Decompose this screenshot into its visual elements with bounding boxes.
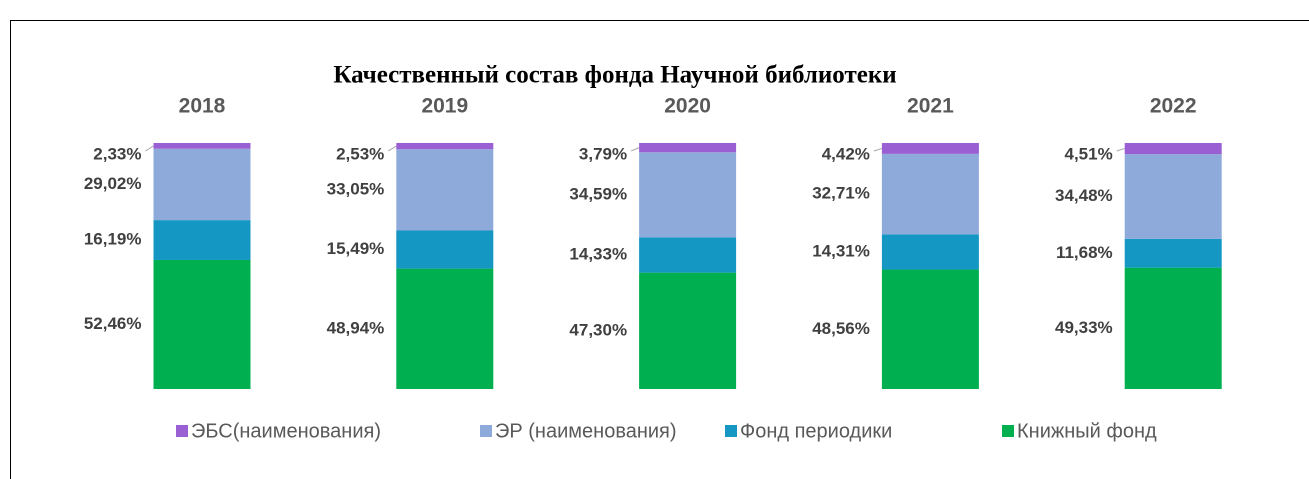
bar-segment <box>639 237 737 273</box>
leader-line <box>388 145 397 152</box>
legend-label: ЭР (наименования) <box>495 420 677 442</box>
x-tick-label: 2020 <box>664 95 711 118</box>
data-label: 32,71% <box>812 184 870 203</box>
data-label: 14,31% <box>812 241 870 260</box>
data-label: 33,05% <box>327 179 385 198</box>
data-label: 4,42% <box>822 144 870 163</box>
leader-line <box>1116 148 1125 152</box>
leader-line <box>630 147 640 152</box>
data-label: 34,48% <box>1055 186 1113 205</box>
x-tick-label: 2021 <box>907 95 954 118</box>
bar-segment <box>396 149 494 231</box>
data-label: 48,56% <box>812 319 870 338</box>
bar-segment <box>396 268 494 389</box>
legend-swatch <box>1002 425 1014 437</box>
data-label: 2,53% <box>336 144 384 163</box>
bar-segment <box>396 230 494 269</box>
data-label: 11,68% <box>1056 243 1113 262</box>
x-tick-label: 2018 <box>179 95 226 118</box>
bar-segment <box>153 220 251 260</box>
bar-segment <box>639 272 737 389</box>
bar-segment <box>396 142 494 150</box>
data-label: 14,33% <box>569 245 627 264</box>
legend-label: Книжный фонд <box>1017 420 1157 442</box>
legend-label: ЭБС(наименования) <box>191 420 381 442</box>
bar-segment <box>153 148 251 221</box>
bar-segment <box>881 143 979 154</box>
bar-segment <box>639 152 737 238</box>
data-label: 48,94% <box>327 318 385 337</box>
chart-frame <box>10 20 1309 479</box>
legend-swatch <box>480 425 492 437</box>
data-label: 4,51% <box>1064 144 1112 163</box>
bar-segment <box>1124 143 1222 155</box>
data-label: 52,46% <box>84 314 142 333</box>
leader-line <box>145 145 154 152</box>
data-label: 34,59% <box>569 184 627 203</box>
data-label: 49,33% <box>1055 318 1113 337</box>
data-label: 2,33% <box>93 144 141 163</box>
chart-title: Качественный состав фонда Научной библио… <box>333 62 896 89</box>
x-tick-label: 2019 <box>421 95 468 118</box>
bar-segment <box>639 142 737 153</box>
bar-segment <box>881 234 979 270</box>
data-label: 15,49% <box>327 239 385 258</box>
bar-segment <box>881 269 979 389</box>
bar-segment <box>881 153 979 235</box>
data-label: 47,30% <box>569 320 627 339</box>
data-label: 29,02% <box>84 174 142 193</box>
bar-segment <box>153 259 251 389</box>
legend-swatch <box>725 425 737 437</box>
bar-segment <box>153 143 251 149</box>
leader-line <box>873 147 883 152</box>
legend-swatch <box>176 425 188 437</box>
bar-segment <box>1124 238 1222 268</box>
bar-segment <box>1124 154 1222 239</box>
x-tick-label: 2022 <box>1150 95 1197 118</box>
data-label: 3,79% <box>579 144 627 163</box>
data-label: 16,19% <box>84 230 142 249</box>
bar-segment <box>1124 267 1222 389</box>
legend-label: Фонд периодики <box>740 420 892 442</box>
